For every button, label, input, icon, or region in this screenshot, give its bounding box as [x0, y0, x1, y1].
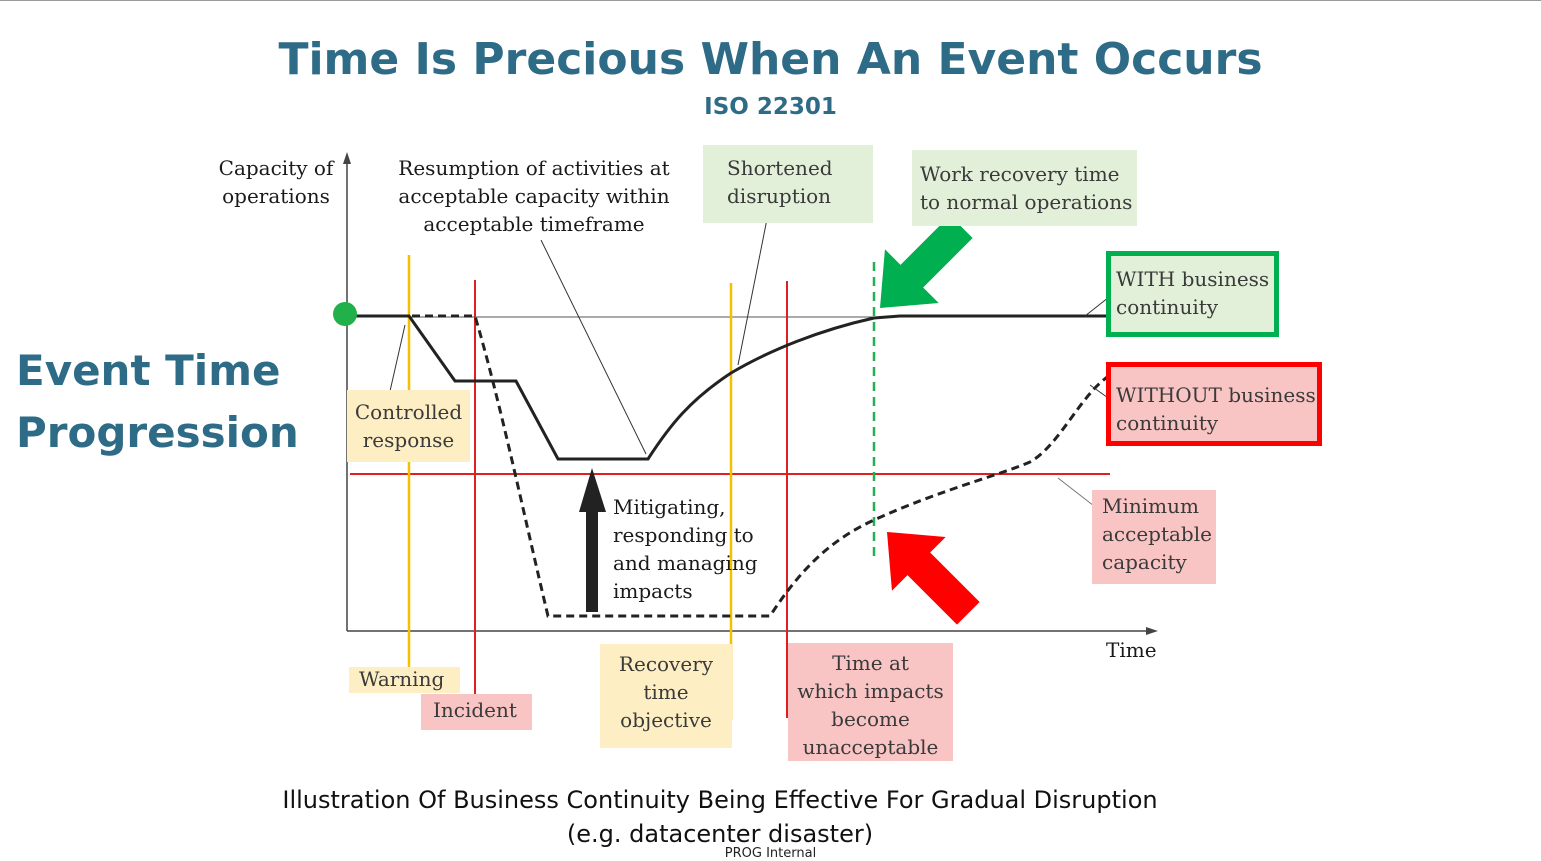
shortened-leader	[737, 213, 769, 366]
work-recovery-line: to normal operations	[920, 190, 1133, 214]
resumption-note-line: acceptable timeframe	[423, 212, 645, 236]
page-subtitle: ISO 22301	[704, 94, 837, 120]
with-continuity-curve	[347, 314, 1110, 461]
resumption-note-line: Resumption of activities at	[398, 156, 670, 180]
minimum-capacity-label: Minimum acceptable capacity	[1092, 490, 1216, 584]
controlled-leader	[387, 324, 406, 401]
green-arrow	[880, 215, 973, 308]
shortened-line: Shortened	[727, 156, 833, 180]
rto-line: Recovery	[618, 652, 714, 676]
incident-label: Incident	[421, 694, 532, 730]
x-axis-arrowhead	[1146, 627, 1158, 635]
minimum-line: Minimum	[1102, 494, 1199, 518]
side-label-line: Progression	[16, 408, 299, 457]
red-arrow	[887, 532, 980, 625]
event-time-progression-label: Event Time Progression	[16, 340, 299, 464]
with-continuity-label: WITH business continuity	[1106, 251, 1279, 337]
top-rule	[0, 0, 1541, 1]
footer-classification: PROG Internal	[724, 846, 817, 861]
without-continuity-line: WITHOUT business	[1116, 383, 1316, 407]
y-axis-label-line: Capacity of	[218, 156, 334, 180]
unacceptable-label: Time at which impacts become unacceptabl…	[788, 643, 953, 761]
y-axis-label: Capacity of operations	[212, 154, 340, 210]
resumption-note-line: acceptable capacity within	[398, 184, 670, 208]
resumption-leader	[540, 239, 647, 455]
minimum-line: acceptable	[1102, 522, 1212, 546]
mitigation-arrow-head	[579, 468, 606, 512]
start-point	[333, 302, 357, 326]
mitigating-line: Mitigating,	[613, 495, 726, 519]
page-title: Time Is Precious When An Event Occurs	[278, 34, 1263, 85]
caption-line: Illustration Of Business Continuity Bein…	[282, 786, 1158, 814]
work-recovery-label: Work recovery time to normal operations	[912, 150, 1137, 226]
mitigation-arrow-shaft	[586, 500, 598, 612]
warning-label: Warning	[349, 667, 460, 693]
minimum-line: capacity	[1102, 550, 1187, 574]
with-continuity-line: WITH business	[1116, 267, 1270, 291]
mitigating-line: and managing	[613, 551, 758, 575]
mitigating-line: responding to	[613, 523, 754, 547]
minimum-leader	[1057, 477, 1095, 507]
work-recovery-line: Work recovery time	[920, 162, 1120, 186]
controlled-response-label: Controlled response	[347, 390, 470, 462]
with-continuity-line: continuity	[1116, 295, 1219, 319]
y-axis-arrowhead	[343, 152, 351, 164]
mitigating-line: impacts	[613, 579, 693, 603]
y-axis-label-line: operations	[222, 184, 330, 208]
unacceptable-line: unacceptable	[802, 735, 939, 759]
figure-caption: Illustration Of Business Continuity Bein…	[170, 783, 1270, 851]
side-label-line: Event Time	[16, 346, 281, 395]
unacceptable-line: Time at	[832, 651, 909, 675]
mitigating-label: Mitigating, responding to and managing i…	[613, 493, 758, 605]
controlled-line: Controlled	[354, 400, 463, 424]
x-axis-label: Time	[1106, 638, 1157, 662]
without-continuity-line: continuity	[1116, 411, 1219, 435]
resumption-note: Resumption of activities at acceptable c…	[393, 154, 675, 238]
rto-line: time	[643, 680, 689, 704]
controlled-line: response	[362, 428, 455, 452]
unacceptable-line: become	[831, 707, 910, 731]
unacceptable-line: which impacts	[797, 679, 944, 703]
shortened-line: disruption	[727, 184, 832, 208]
without-continuity-label: WITHOUT business continuity	[1106, 362, 1322, 446]
rto-label: Recovery time objective	[600, 644, 732, 748]
shortened-disruption-label: Shortened disruption	[703, 145, 873, 223]
rto-line: objective	[620, 708, 712, 732]
without-continuity-curve	[347, 314, 1119, 618]
caption-line: (e.g. datacenter disaster)	[566, 820, 874, 848]
